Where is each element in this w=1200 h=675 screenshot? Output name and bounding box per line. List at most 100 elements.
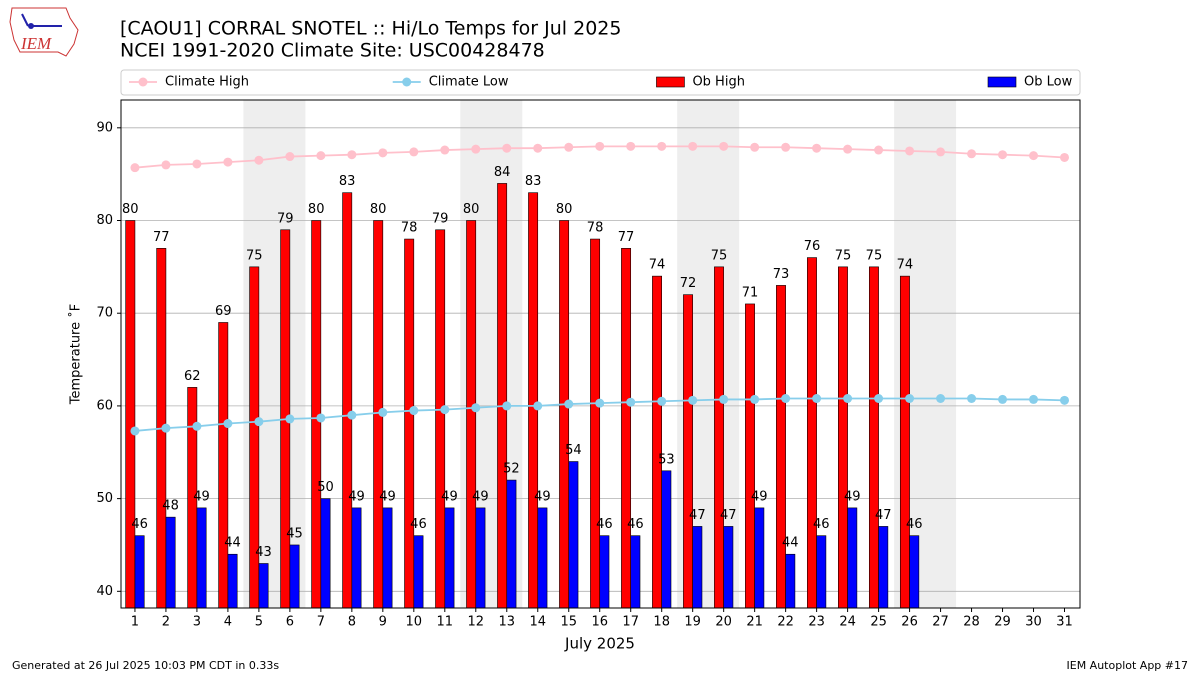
point: [223, 419, 233, 429]
x-tick-label: 23: [808, 615, 825, 630]
logo-icon: [21, 13, 29, 27]
bar: [444, 507, 455, 609]
point: [1060, 395, 1070, 405]
data-label: 84: [494, 165, 511, 180]
bar: [320, 498, 331, 609]
x-tick-label: 16: [591, 615, 608, 630]
data-label: 44: [224, 536, 241, 551]
data-label: 53: [658, 452, 675, 467]
point: [967, 149, 977, 159]
x-tick-label: 27: [932, 615, 949, 630]
data-label: 73: [773, 267, 790, 282]
logo-text: IEM: [20, 34, 52, 53]
data-label: 83: [525, 174, 542, 189]
point: [843, 144, 853, 154]
bar: [692, 526, 703, 609]
x-tick-label: 17: [622, 615, 639, 630]
data-label: 72: [680, 276, 697, 291]
point: [1029, 151, 1039, 161]
point: [812, 143, 822, 153]
data-label: 77: [153, 230, 170, 245]
bar: [289, 544, 300, 609]
point: [130, 426, 140, 436]
x-tick-label: 21: [746, 615, 763, 630]
point: [936, 393, 946, 403]
point: [719, 141, 729, 151]
data-label: 50: [317, 480, 334, 495]
bar: [475, 507, 486, 609]
legend-label: Climate Low: [429, 75, 509, 90]
data-label: 47: [689, 508, 706, 523]
bar: [621, 248, 632, 609]
legend-swatch: [656, 76, 685, 88]
bar: [909, 535, 920, 609]
y-tick-label: 80: [96, 213, 113, 228]
point: [781, 142, 791, 152]
point: [471, 144, 481, 154]
data-label: 69: [215, 304, 232, 319]
bar: [218, 322, 229, 609]
data-label: 49: [441, 489, 458, 504]
x-tick-label: 29: [994, 615, 1011, 630]
bar: [878, 526, 889, 609]
x-tick-label: 2: [162, 615, 170, 630]
data-label: 49: [534, 489, 551, 504]
bar: [590, 238, 601, 609]
footer-left: Generated at 26 Jul 2025 10:03 PM CDT in…: [12, 659, 279, 672]
chart-subtitle: NCEI 1991-2020 Climate Site: USC00428478: [120, 40, 545, 62]
data-label: 47: [875, 508, 892, 523]
y-tick-label: 50: [96, 491, 113, 506]
point: [688, 395, 698, 405]
x-tick-label: 8: [348, 615, 356, 630]
bar: [413, 535, 424, 609]
data-label: 75: [711, 248, 728, 263]
point: [595, 141, 605, 151]
x-tick-label: 10: [406, 615, 423, 630]
data-label: 43: [255, 545, 272, 560]
bar: [599, 535, 610, 609]
data-label: 75: [246, 248, 263, 263]
point: [347, 150, 357, 160]
bar: [382, 507, 393, 609]
x-tick-label: 14: [529, 615, 546, 630]
data-label: 49: [379, 489, 396, 504]
bar: [661, 470, 672, 609]
data-label: 80: [370, 202, 387, 217]
x-tick-label: 31: [1056, 615, 1073, 630]
bar: [723, 526, 734, 609]
data-label: 47: [720, 508, 737, 523]
bar: [816, 535, 827, 609]
x-tick-label: 9: [379, 615, 387, 630]
point: [843, 393, 853, 403]
point: [626, 141, 636, 151]
point: [192, 159, 202, 169]
point: [781, 393, 791, 403]
point: [409, 406, 419, 416]
data-label: 71: [742, 285, 759, 300]
data-label: 49: [751, 489, 768, 504]
point: [285, 414, 295, 424]
bar: [838, 266, 848, 609]
legend-label: Climate High: [165, 75, 249, 90]
bar: [227, 553, 238, 609]
data-label: 46: [627, 517, 644, 532]
bar: [745, 303, 755, 609]
data-label: 46: [813, 517, 830, 532]
point: [161, 160, 171, 170]
point: [874, 145, 884, 155]
data-label: 44: [782, 536, 799, 551]
bar: [196, 507, 207, 609]
point: [254, 417, 264, 427]
logo-outline: [9, 7, 79, 57]
bar: [497, 183, 508, 609]
point: [905, 146, 915, 156]
point: [967, 393, 977, 403]
bar: [506, 479, 517, 609]
chart-title: [CAOU1] CORRAL SNOTEL :: Hi/Lo Temps for…: [120, 18, 621, 40]
point: [564, 142, 574, 152]
legend-label: Ob High: [692, 75, 745, 90]
bar: [559, 220, 570, 609]
x-tick-label: 19: [684, 615, 701, 630]
x-tick-label: 30: [1025, 615, 1042, 630]
